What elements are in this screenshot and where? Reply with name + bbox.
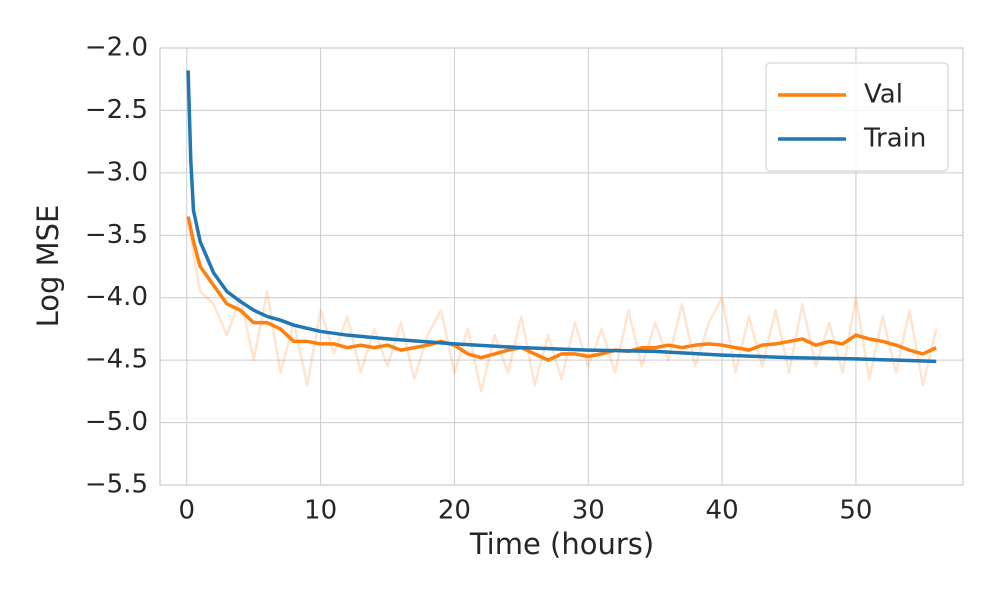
legend-label: Val	[864, 80, 903, 110]
y-tick-label: −3.5	[85, 220, 148, 250]
x-tick-label: 0	[178, 496, 195, 526]
y-tick-label: −2.5	[85, 95, 148, 125]
x-axis-label: Time (hours)	[469, 527, 654, 561]
line	[186, 216, 937, 362]
x-tick-label: 50	[839, 496, 872, 526]
y-axis-label: Log MSE	[31, 205, 65, 328]
x-tick-label: 30	[572, 496, 605, 526]
y-tick-label: −5.0	[85, 407, 148, 437]
y-tick-label: −5.5	[85, 470, 148, 500]
legend-box	[765, 62, 949, 172]
y-tick-label: −3.0	[85, 157, 148, 187]
y-tick-label: −4.0	[85, 282, 148, 312]
x-tick-label: 10	[304, 496, 337, 526]
line	[186, 70, 937, 364]
legend-label: Train	[863, 124, 926, 154]
x-tick-label: 40	[706, 496, 739, 526]
raw-line	[186, 222, 938, 393]
y-tick-label: −2.0	[85, 33, 148, 63]
x-tick-label: 20	[438, 496, 471, 526]
y-tick-label: −4.5	[85, 345, 148, 375]
